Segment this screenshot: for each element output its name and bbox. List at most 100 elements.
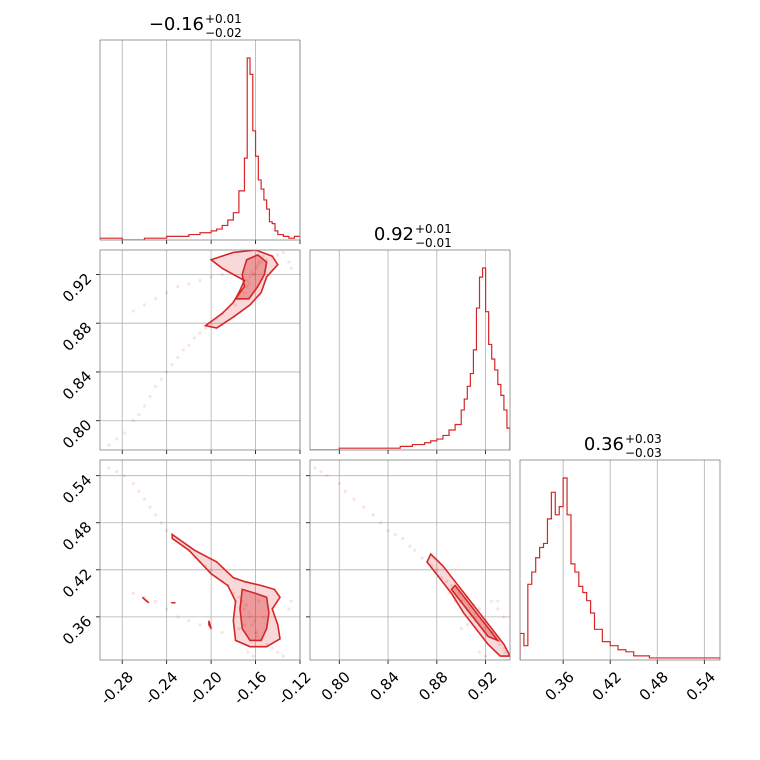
sample-point xyxy=(337,481,341,486)
title-plus: +0.03 xyxy=(625,432,662,446)
title-plus: +0.01 xyxy=(415,222,452,236)
sample-point xyxy=(261,254,265,258)
sample-point xyxy=(220,272,224,276)
sample-point xyxy=(198,623,202,627)
sample-point xyxy=(256,263,260,267)
sample-point xyxy=(247,282,251,286)
histogram-0 xyxy=(100,57,300,240)
sample-point xyxy=(261,615,265,619)
title-median: 0.36 xyxy=(584,434,624,455)
sample-point xyxy=(248,275,252,279)
sample-point xyxy=(420,556,424,560)
sample-point xyxy=(242,291,247,295)
y-tick-label: 0.42 xyxy=(59,565,95,601)
sample-point xyxy=(319,470,323,474)
y-tick-label: 0.36 xyxy=(59,612,95,648)
x-tick-label: 0.88 xyxy=(415,668,451,704)
sample-point xyxy=(276,650,280,654)
sample-point xyxy=(122,474,127,478)
sample-point xyxy=(325,474,329,478)
panel-plot-area xyxy=(107,250,293,447)
sample-point xyxy=(265,642,269,646)
contour-island xyxy=(141,596,150,604)
sample-point xyxy=(255,630,259,635)
panel-0-0 xyxy=(99,39,301,244)
sample-point xyxy=(449,583,454,588)
sample-point xyxy=(251,272,255,276)
x-tick-label: -0.28 xyxy=(97,668,137,708)
contour-outer xyxy=(171,532,281,648)
y-tick-label: 0.80 xyxy=(59,416,95,452)
sample-point xyxy=(503,650,507,654)
sample-point xyxy=(386,528,390,533)
sample-point xyxy=(393,532,397,537)
sample-point xyxy=(153,384,158,389)
sample-point xyxy=(270,646,274,650)
sample-point xyxy=(142,404,147,408)
sample-point xyxy=(248,615,252,619)
sample-point xyxy=(237,595,241,599)
title-minus: −0.02 xyxy=(205,26,242,40)
sample-point xyxy=(287,607,291,611)
corner-tick-labels: 0.80 0.84 0.88 0.92 -0.28 -0.24 -0.20 -0.16 -0.1… xyxy=(59,270,719,709)
panel-plot-area xyxy=(100,57,300,240)
sample-point xyxy=(252,619,257,623)
sample-point xyxy=(209,275,213,279)
sample-point xyxy=(253,266,258,270)
sample-point xyxy=(131,419,135,423)
sample-point xyxy=(502,615,506,619)
sample-point xyxy=(131,481,135,486)
title-plus: +0.01 xyxy=(205,12,242,26)
x-tick-label: 0.36 xyxy=(542,668,578,704)
sample-point xyxy=(498,642,502,646)
sample-point xyxy=(122,431,127,435)
sample-point xyxy=(187,343,191,347)
contour-inner xyxy=(233,253,268,300)
sample-point xyxy=(176,615,180,619)
sample-point xyxy=(289,266,293,270)
sample-point xyxy=(252,272,257,276)
histogram-2 xyxy=(520,477,720,660)
x-tick-label: 0.42 xyxy=(589,668,625,704)
sample-point xyxy=(187,619,191,623)
sample-point xyxy=(496,599,500,603)
sample-point xyxy=(148,505,152,509)
sample-point xyxy=(313,466,317,470)
sample-point xyxy=(343,489,347,493)
sample-point xyxy=(352,497,356,501)
panel-frame xyxy=(309,249,511,451)
panel-2-0 xyxy=(96,459,301,664)
sample-point xyxy=(137,489,141,493)
sample-point xyxy=(245,284,249,289)
sample-point xyxy=(115,437,119,441)
parameter-title-0: −0.16 +0.01−0.02 xyxy=(149,12,242,40)
sample-point xyxy=(165,291,169,295)
sample-point xyxy=(447,591,451,595)
sample-point xyxy=(142,303,147,307)
sample-point xyxy=(192,336,197,340)
title-median: −0.16 xyxy=(149,14,204,35)
x-tick-label: 0.84 xyxy=(366,668,402,704)
sample-point xyxy=(459,627,463,631)
sample-point xyxy=(131,591,135,595)
sample-point xyxy=(477,607,482,611)
sample-point xyxy=(115,470,119,474)
sample-point xyxy=(142,497,147,501)
sample-point xyxy=(153,513,158,517)
panel-2-2 xyxy=(519,459,721,664)
histogram-1 xyxy=(310,267,510,450)
sample-point xyxy=(401,536,405,541)
sample-point xyxy=(408,544,412,548)
sample-point xyxy=(457,591,461,595)
sample-point xyxy=(165,528,169,533)
sample-point xyxy=(435,568,439,572)
sample-point xyxy=(247,611,251,615)
title-minus: −0.01 xyxy=(415,236,452,250)
contour-inner xyxy=(450,584,501,643)
panel-2-1 xyxy=(306,459,511,664)
sample-point xyxy=(233,303,238,307)
sample-point xyxy=(250,623,254,627)
sample-point xyxy=(465,623,469,627)
sample-point xyxy=(484,654,488,658)
sample-point xyxy=(181,348,185,352)
